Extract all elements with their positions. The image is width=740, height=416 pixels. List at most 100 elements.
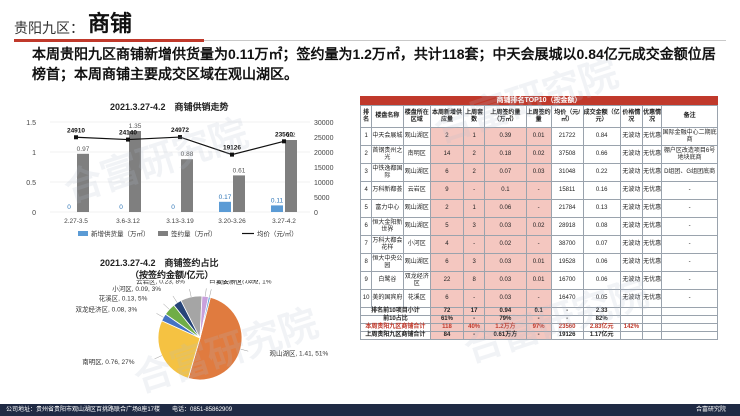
price-data-label: 19126 <box>223 145 241 152</box>
pie-data-label: 白云区, 0.07, 2% <box>209 280 258 284</box>
table-cell: 无波动 <box>619 217 644 236</box>
table-row: 5 富力中心 观山湖区 2 1 0.06-21784 0.13 无波动 无优惠 - <box>359 199 718 218</box>
footer-logo: 合富研究院 <box>695 407 726 413</box>
summary-cell: 本周贵阳九区商铺合计 <box>360 323 431 332</box>
table-cell: 4 <box>429 235 465 254</box>
category-title: 商铺 <box>88 11 133 36</box>
column-header: 排名 <box>359 105 373 128</box>
table-cell: 0.06 <box>582 271 621 290</box>
table-cell: 国际金融中心二期底商 <box>661 127 718 146</box>
bar-chart-title: 2021.3.27-4.2 商铺供销走势 <box>110 102 229 112</box>
summary-cell <box>661 323 718 332</box>
x-tick-label: 3.6-3.12 <box>116 218 140 225</box>
sales-bar <box>181 159 193 212</box>
table-cell: 0.07 <box>484 163 527 182</box>
summary-row: 上周贵阳九区商铺合计 84-0.61万方 -19126 1.17亿元 <box>360 331 718 340</box>
summary-cell: 72 <box>429 307 465 316</box>
table-cell: - <box>463 181 486 200</box>
table-cell: 10 <box>359 289 373 308</box>
summary-cell: 上周贵阳九区商铺合计 <box>360 331 431 340</box>
table-cell: 0.06 <box>484 199 527 218</box>
table-cell: 1 <box>463 127 486 146</box>
table-cell: 16470 <box>550 289 584 308</box>
page-header: 贵阳九区： 商铺 <box>14 8 132 38</box>
column-header: 上周套数 <box>463 105 486 128</box>
table-cell: 无波动 <box>619 289 644 308</box>
table-cell: 28918 <box>550 217 584 236</box>
left-tick-label: 0 <box>32 210 36 217</box>
table-cell: 16700 <box>550 271 584 290</box>
table-cell: 观山湖区 <box>402 163 431 182</box>
table-cell: 5 <box>359 199 373 218</box>
summary-cell: 1.17亿元 <box>582 331 621 340</box>
price-data-label: 24972 <box>171 127 189 134</box>
summary-cell: - <box>525 315 552 324</box>
table-cell: 无波动 <box>619 181 644 200</box>
pie-leader-line <box>205 288 207 297</box>
summary-row: 前10占比 61% -79% - -82% <box>360 315 718 324</box>
summary-cell: 118 <box>429 323 465 332</box>
right-tick-label: 15000 <box>314 165 334 172</box>
table-cell: 6 <box>429 253 465 272</box>
summary-cell: 142% <box>619 323 644 332</box>
table-cell: 2 <box>429 199 465 218</box>
table-cell: 0.02 <box>484 235 527 254</box>
table-cell: 0.06 <box>582 253 621 272</box>
table-cell: 白鹭谷 <box>371 271 404 290</box>
table-cell: 38700 <box>550 235 584 254</box>
table-cell: 万科大都会花样 <box>371 235 404 254</box>
left-tick-label: 0.5 <box>26 180 36 187</box>
summary-cell <box>661 315 718 324</box>
summary-row: 排名前10项目小计 72 17 0.94 0.1-2.33 <box>360 307 718 316</box>
pie-data-label: 南明区, 0.76, 27% <box>82 357 135 366</box>
right-tick-label: 5000 <box>314 195 330 202</box>
table-cell: 云岩区 <box>402 181 431 200</box>
table-cell: 0.03 <box>484 253 527 272</box>
table-cell: - <box>463 235 486 254</box>
table-cell: 1 <box>359 127 373 146</box>
supply-data-label: 0.11 <box>271 197 284 204</box>
table-row: 10 美的国宾府 花溪区 6-0.03-16470 0.05 无波动 无优惠 - <box>359 289 718 308</box>
price-point <box>230 152 234 157</box>
x-tick-label: 3.20-3.26 <box>218 218 246 225</box>
table-cell: 31048 <box>550 163 584 182</box>
table-cell: 恒大金阳新世界 <box>371 217 404 236</box>
table-cell: - <box>661 217 718 236</box>
pie-chart-title: 2021.3.27-4.2 商铺签约占比 <box>100 258 219 268</box>
table-cell: 22 <box>429 271 465 290</box>
table-cell: 无优惠 <box>642 145 663 164</box>
summary-cell: 0.94 <box>484 307 527 316</box>
table-cell: 2 <box>463 163 486 182</box>
summary-cell: 1.2万方 <box>484 323 527 332</box>
table-cell: D组团、G组团底商 <box>661 163 718 182</box>
table-cell: 6 <box>429 163 465 182</box>
table-cell: 观山湖区 <box>402 199 431 218</box>
table-cell: 0.03 <box>484 289 527 308</box>
summary-cell <box>642 315 663 324</box>
summary-cell: 0.61万方 <box>484 331 527 340</box>
legend-swatch-supply <box>78 231 88 236</box>
header-divider <box>14 39 726 42</box>
sales-data-label: 0.61 <box>233 167 246 174</box>
pie-chart-subtitle: （按签约金额/亿元） <box>130 270 214 280</box>
table-cell: 观山湖区 <box>402 217 431 236</box>
table-cell: 37508 <box>550 145 584 164</box>
table-cell: 富力中心 <box>371 199 404 218</box>
summary-text: 本周贵阳九区商铺新增供货量为0.11万㎡；签约量为1.2万㎡，共计118套；中天… <box>32 46 716 82</box>
table-cell: 1 <box>463 199 486 218</box>
table-cell: 无波动 <box>619 253 644 272</box>
table-row: 6 恒大金阳新世界 观山湖区 5 3 0.03 0.02 28918 0.08 无波动 无优惠 - <box>359 217 718 236</box>
table-cell: 0.22 <box>582 163 621 182</box>
summary-cell: 82% <box>582 315 621 324</box>
pie-data-label: 麦安新区, 0.02, 1% <box>216 280 271 285</box>
left-tick-label: 1 <box>32 150 36 157</box>
table-cell: 花溪区 <box>402 289 431 308</box>
column-header: 成交金额（亿元） <box>582 105 621 128</box>
table-cell: 2 <box>429 127 465 146</box>
summary-cell: 97% <box>525 323 552 332</box>
table-cell: 无优惠 <box>642 199 663 218</box>
summary-cell: - <box>525 331 552 340</box>
table-cell: 中天会展城 <box>371 127 404 146</box>
summary-cell: 23560 <box>550 323 584 332</box>
column-header: 备注 <box>661 105 718 128</box>
